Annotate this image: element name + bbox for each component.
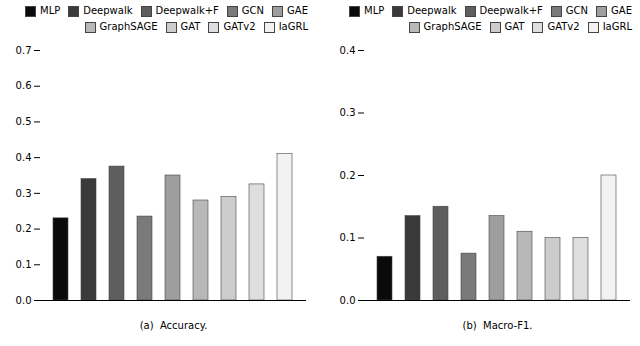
svg-text:0.2: 0.2 xyxy=(340,170,356,181)
html-text:IaGRL: IaGRL xyxy=(278,21,308,32)
svg-text:0.4: 0.4 xyxy=(16,152,32,163)
svg-text:0.1: 0.1 xyxy=(340,232,356,243)
html-text:GCN: GCN xyxy=(241,5,265,16)
html-text:GCN: GCN xyxy=(565,5,589,16)
svg-text:0.5: 0.5 xyxy=(16,116,32,127)
svg-text:0.6: 0.6 xyxy=(16,80,32,91)
html-text:Deepwalk+F: Deepwalk+F xyxy=(479,5,543,16)
html-text:GAE: GAE xyxy=(611,5,632,16)
html-text:MLP: MLP xyxy=(40,5,61,16)
html-text:GraphSAGE: GraphSAGE xyxy=(99,21,158,32)
svg-text:0.3: 0.3 xyxy=(16,188,32,199)
html-text:IaGRL: IaGRL xyxy=(602,21,632,32)
svg-text:0.0: 0.0 xyxy=(340,295,356,306)
svg-text:0.2: 0.2 xyxy=(16,223,32,234)
html-text:GATv2: GATv2 xyxy=(223,21,256,32)
svg-text:(b) Macro-F1.: (b) Macro-F1. xyxy=(463,320,533,331)
html-text:GATv2: GATv2 xyxy=(547,21,580,32)
html-text:GraphSAGE: GraphSAGE xyxy=(423,21,482,32)
html-text:GAT: GAT xyxy=(504,21,525,32)
svg-text:0.3: 0.3 xyxy=(340,107,356,118)
svg-text:0.0: 0.0 xyxy=(16,295,32,306)
svg-text:(a) Accuracy.: (a) Accuracy. xyxy=(140,320,208,331)
html-text:MLP: MLP xyxy=(364,5,385,16)
svg-text:0.7: 0.7 xyxy=(16,45,32,56)
html-text:Deepwalk: Deepwalk xyxy=(83,5,133,16)
html-text:Deepwalk: Deepwalk xyxy=(407,5,457,16)
svg-text:0.1: 0.1 xyxy=(16,259,32,270)
html-text:Deepwalk+F: Deepwalk+F xyxy=(155,5,219,16)
html-text:GAE: GAE xyxy=(287,5,308,16)
svg-text:0.4: 0.4 xyxy=(340,45,356,56)
html-text:GAT: GAT xyxy=(180,21,201,32)
